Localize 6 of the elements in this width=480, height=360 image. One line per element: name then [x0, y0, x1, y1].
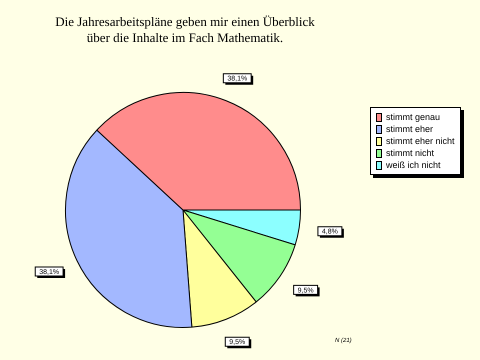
legend-label: stimmt genau [386, 112, 440, 122]
legend-label: stimmt nicht [386, 148, 434, 158]
legend-label: stimmt eher nicht [386, 136, 455, 146]
chart-title: Die Jahresarbeitspläne geben mir einen Überblick über die Inhalte im Fach Mathematik. [55, 14, 315, 46]
legend-label: weiß ich nicht [386, 160, 441, 170]
legend-label: stimmt eher [386, 124, 434, 134]
